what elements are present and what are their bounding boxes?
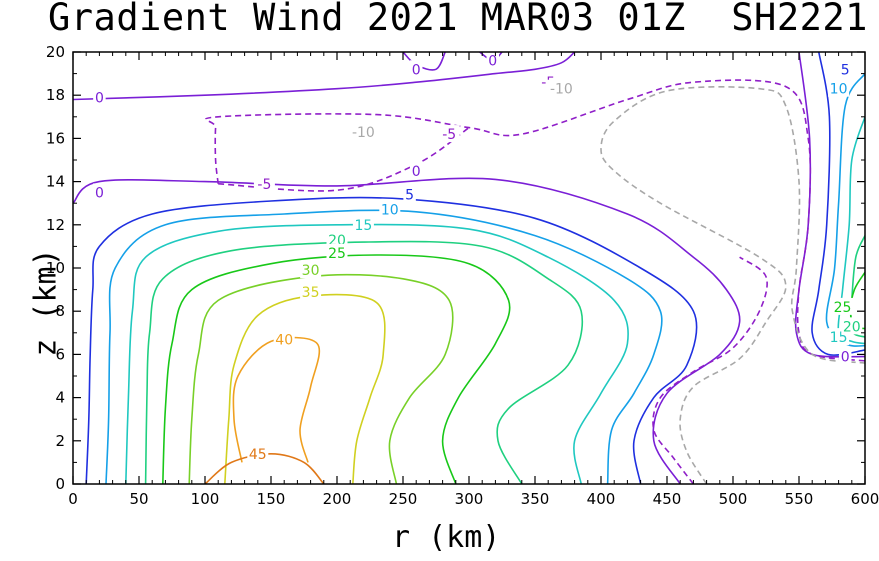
- contour-label: 20: [843, 319, 861, 335]
- x-tick-label: 500: [719, 490, 748, 508]
- contour-label-bg: [326, 243, 348, 261]
- x-tick-label: 0: [68, 490, 78, 508]
- y-tick-label: 12: [46, 216, 65, 234]
- x-tick-label: 200: [323, 490, 352, 508]
- contour-label: 35: [302, 285, 320, 301]
- contour-label-bg: [300, 282, 322, 300]
- contour-label: 5: [405, 188, 414, 204]
- contour-line-15: [837, 116, 865, 345]
- contour-line-neg5: [204, 79, 865, 362]
- y-tick-label: 4: [55, 389, 65, 407]
- contour-label: 0: [412, 62, 421, 78]
- contour-label-bg: [838, 347, 852, 365]
- y-tick-label: 8: [55, 302, 65, 320]
- contour-label: 25: [834, 300, 852, 316]
- chart-title: Gradient Wind 2021 MAR03 01Z SH2221: [48, 0, 868, 39]
- contour-label: 25: [328, 246, 346, 262]
- contour-label-bg: [253, 174, 275, 192]
- contour-line-40: [232, 336, 321, 463]
- contour-line-neg10: [600, 86, 865, 484]
- contour-label-bg: [438, 125, 460, 143]
- contour-line-30: [188, 273, 454, 484]
- x-tick-label: 350: [521, 490, 550, 508]
- contour-line-20: [144, 240, 584, 484]
- x-tick-label: 250: [389, 490, 418, 508]
- contour-label-bg: [838, 60, 852, 78]
- contour-label-bg: [409, 60, 423, 78]
- contour-label-bg: [352, 215, 374, 233]
- x-tick-label: 300: [455, 490, 484, 508]
- contour-lines: [73, 52, 865, 484]
- contour-label: 10: [830, 82, 848, 98]
- y-tick-label: 14: [46, 173, 65, 191]
- contour-line-15: [125, 223, 629, 484]
- contour-line-0: [402, 52, 446, 71]
- contour-line-neg5: [652, 256, 768, 484]
- contour-label: 5: [841, 62, 850, 78]
- y-tick-label: 0: [55, 475, 65, 493]
- contour-label-bg: [326, 230, 348, 248]
- contour-label-bg: [546, 79, 577, 97]
- contour-label: 30: [302, 263, 320, 279]
- contour-label-bg: [273, 330, 295, 348]
- contour-label: 0: [841, 350, 850, 366]
- y-tick-label: 2: [55, 432, 65, 450]
- contour-label: 0: [95, 185, 104, 201]
- contour-line-5: [85, 196, 698, 484]
- y-tick-label: 18: [46, 86, 65, 104]
- contour-label-bg: [409, 161, 423, 179]
- contour-label: 10: [381, 203, 399, 219]
- contour-label: -5: [442, 127, 456, 143]
- contour-label: 15: [354, 218, 372, 234]
- x-axis-ticks: 0 50 100 150 200 250 300 350 400 450 500 550 600: [68, 52, 879, 508]
- contour-line-45: [204, 452, 325, 484]
- y-tick-label: 16: [46, 129, 65, 147]
- x-tick-label: 50: [129, 490, 148, 508]
- contour-line-0: [73, 52, 576, 101]
- contour-line-neg5: [218, 126, 470, 192]
- contour-label: 40: [275, 332, 293, 348]
- contour-label: 0: [488, 54, 497, 70]
- contour-label-bg: [93, 88, 106, 106]
- contour-label: -10: [550, 82, 573, 98]
- contour-label-bg: [348, 122, 379, 140]
- contour-line-0: [73, 177, 741, 484]
- contour-label-bg: [247, 444, 269, 462]
- y-tick-label: 10: [46, 259, 65, 277]
- contour-label-bg: [828, 79, 850, 97]
- x-tick-label: 450: [653, 490, 682, 508]
- contour-label-bg: [93, 183, 106, 201]
- x-tick-label: 100: [191, 490, 220, 508]
- contour-line-10: [105, 209, 663, 484]
- contour-line-5: [811, 52, 865, 356]
- contour-label-bg: [832, 297, 854, 315]
- contour-label-bg: [379, 200, 401, 218]
- contour-label: 0: [412, 164, 421, 180]
- contour-label: -5: [257, 177, 271, 193]
- contour-line-35: [224, 293, 386, 484]
- y-tick-label: 6: [55, 345, 65, 363]
- x-tick-label: 600: [851, 490, 879, 508]
- y-axis-ticks: 0 2 4 6 8 10 12 14 16 18 20: [46, 43, 865, 493]
- x-tick-label: 150: [257, 490, 286, 508]
- x-axis-label: r (km): [392, 520, 501, 555]
- x-tick-label: 400: [587, 490, 616, 508]
- contour-label: 45: [249, 447, 267, 463]
- contour-labels: 000000-5-5-5-10-105510101515202025253035…: [93, 51, 863, 463]
- contour-label: 0: [95, 90, 104, 106]
- x-tick-label: 550: [785, 490, 814, 508]
- y-tick-label: 20: [46, 43, 65, 61]
- contour-label-bg: [841, 317, 863, 335]
- contour-label-bg: [403, 185, 416, 203]
- contour-label: -10: [352, 125, 375, 141]
- contour-line-25: [162, 254, 511, 484]
- contour-label-bg: [300, 261, 322, 279]
